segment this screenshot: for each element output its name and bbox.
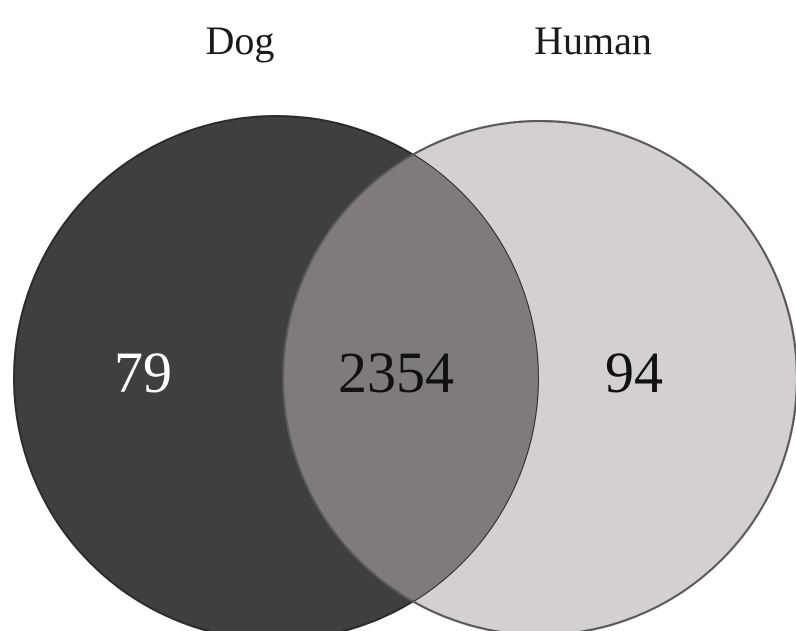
dog-set-label: Dog (206, 18, 275, 63)
human-only-count: 94 (605, 340, 663, 405)
human-set-outline (282, 120, 796, 631)
intersection-region (283, 121, 538, 631)
human-set-label: Human (534, 18, 652, 63)
intersection-count: 2354 (338, 340, 454, 405)
dog-only-count: 79 (114, 340, 172, 405)
